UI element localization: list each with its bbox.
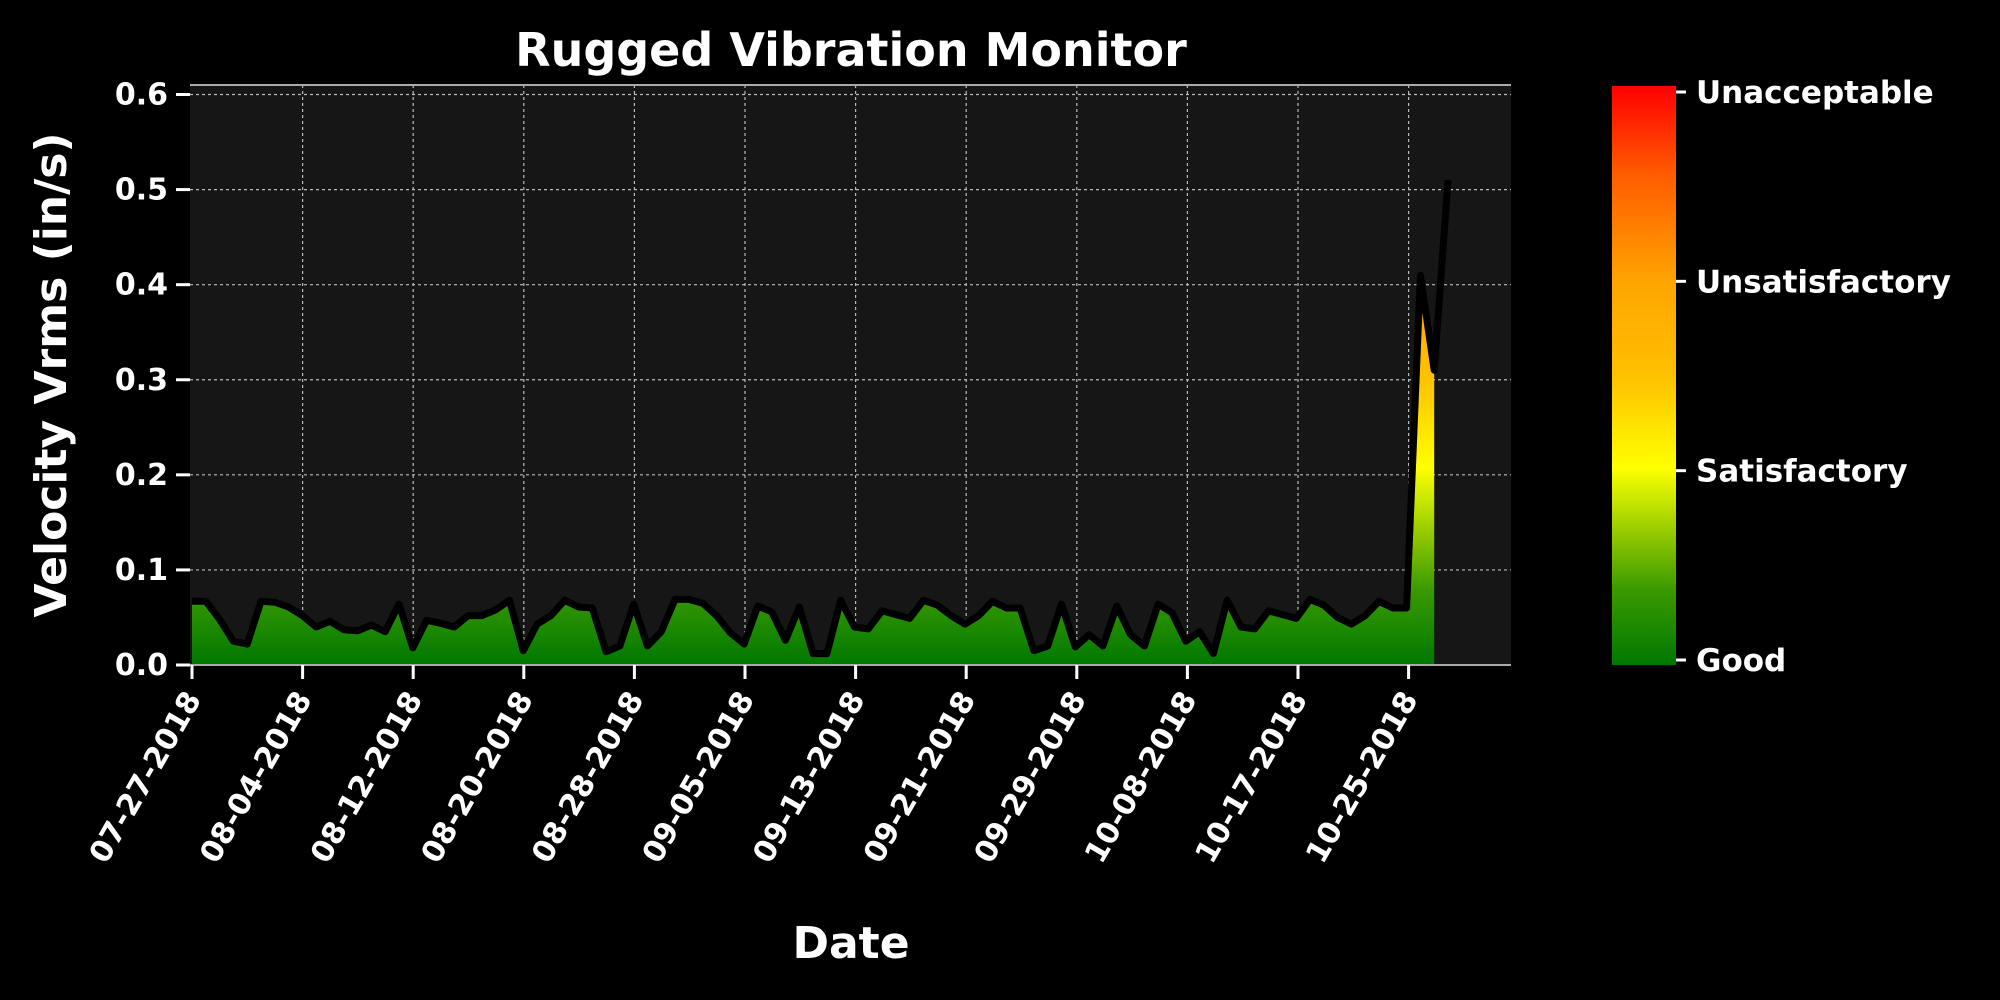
grid-lines — [190, 85, 1511, 665]
x-tick-label: 08-04-2018 — [193, 686, 319, 870]
x-tick-label: 09-29-2018 — [967, 686, 1093, 870]
y-tick-label: 0.6 — [115, 78, 168, 113]
vibration-line — [192, 179, 1452, 658]
y-tick-label: 0.2 — [115, 458, 168, 493]
y-tick-label: 0.1 — [115, 553, 168, 588]
colorbar-label: Satisfactory — [1696, 454, 1908, 490]
x-tick-label: 09-05-2018 — [636, 686, 762, 870]
y-axis: 0.0 0.1 0.2 0.3 0.4 0.5 0.6 — [115, 78, 190, 683]
y-tick-label: 0.4 — [115, 268, 168, 303]
colorbar-label: Unsatisfactory — [1696, 264, 1951, 300]
x-tick-label: 09-13-2018 — [746, 686, 872, 870]
x-tick-label: 09-21-2018 — [857, 685, 983, 869]
severity-colorbar — [1612, 86, 1676, 665]
y-tick-label: 0.3 — [115, 363, 168, 398]
y-tick-label: 0.5 — [115, 173, 168, 208]
x-tick-label: 08-28-2018 — [525, 686, 651, 870]
x-tick-label: 10-17-2018 — [1189, 686, 1315, 870]
x-tick-label: 07-27-2018 — [83, 686, 209, 870]
colorbar-label: Good — [1696, 643, 1786, 679]
x-axis: 07-27-201808-04-201808-12-201808-20-2018… — [83, 665, 1426, 869]
plot-area — [190, 85, 1511, 665]
y-tick-label: 0.0 — [115, 648, 168, 683]
x-tick-label: 10-08-2018 — [1078, 686, 1204, 870]
x-tick-label: 08-12-2018 — [304, 686, 430, 870]
x-tick-label: 10-25-2018 — [1299, 686, 1425, 870]
y-axis-label: Velocity Vrms (in/s) — [26, 133, 77, 618]
colorbar-labels: Good Satisfactory Unsatisfactory Unacceptab… — [1676, 75, 1951, 679]
chart-title: Rugged Vibration Monitor — [515, 23, 1187, 77]
colorbar-label: Unacceptable — [1696, 75, 1934, 111]
x-tick-label: 08-20-2018 — [414, 686, 540, 870]
x-axis-label: Date — [792, 918, 909, 969]
plot-spines — [190, 84, 1511, 666]
vibration-area — [192, 275, 1435, 665]
